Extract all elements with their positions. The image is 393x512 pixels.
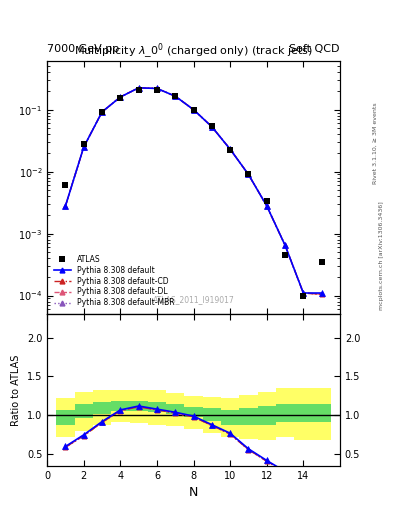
Title: Multiplicity $\lambda\_0^0$ (charged only) (track jets): Multiplicity $\lambda\_0^0$ (charged onl… bbox=[74, 42, 313, 61]
Text: Rivet 3.1.10, ≥ 3M events: Rivet 3.1.10, ≥ 3M events bbox=[373, 102, 378, 184]
Text: 7000 GeV pp: 7000 GeV pp bbox=[47, 44, 119, 54]
Text: Soft QCD: Soft QCD bbox=[290, 44, 340, 54]
Y-axis label: Ratio to ATLAS: Ratio to ATLAS bbox=[11, 354, 21, 426]
X-axis label: N: N bbox=[189, 486, 198, 499]
Text: ATLAS_2011_I919017: ATLAS_2011_I919017 bbox=[152, 295, 235, 304]
Text: mcplots.cern.ch [arXiv:1306.3436]: mcplots.cern.ch [arXiv:1306.3436] bbox=[379, 202, 384, 310]
Legend: ATLAS, Pythia 8.308 default, Pythia 8.308 default-CD, Pythia 8.308 default-DL, P: ATLAS, Pythia 8.308 default, Pythia 8.30… bbox=[51, 252, 178, 310]
